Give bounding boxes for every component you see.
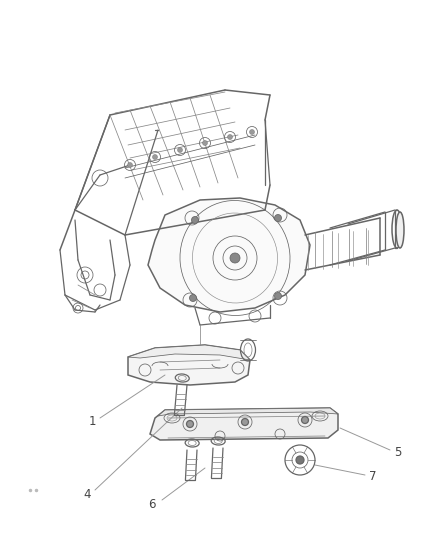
Circle shape: [249, 130, 254, 134]
Circle shape: [230, 253, 240, 263]
Circle shape: [227, 134, 232, 140]
Circle shape: [301, 416, 308, 424]
Circle shape: [274, 293, 281, 300]
Text: 5: 5: [393, 447, 401, 459]
Circle shape: [274, 214, 281, 222]
Text: 1: 1: [88, 416, 95, 429]
Circle shape: [295, 456, 303, 464]
Text: 7: 7: [368, 471, 376, 483]
Circle shape: [241, 418, 248, 425]
Circle shape: [191, 216, 198, 223]
Polygon shape: [158, 408, 337, 416]
Polygon shape: [128, 345, 249, 360]
Circle shape: [177, 148, 182, 152]
Polygon shape: [148, 198, 309, 312]
Circle shape: [152, 155, 157, 159]
Ellipse shape: [395, 212, 403, 248]
Circle shape: [186, 421, 193, 427]
Circle shape: [202, 141, 207, 146]
Text: 6: 6: [148, 498, 155, 512]
Circle shape: [127, 163, 132, 167]
Polygon shape: [150, 408, 337, 440]
Circle shape: [189, 295, 196, 302]
Text: 4: 4: [83, 489, 91, 502]
Polygon shape: [128, 345, 249, 385]
